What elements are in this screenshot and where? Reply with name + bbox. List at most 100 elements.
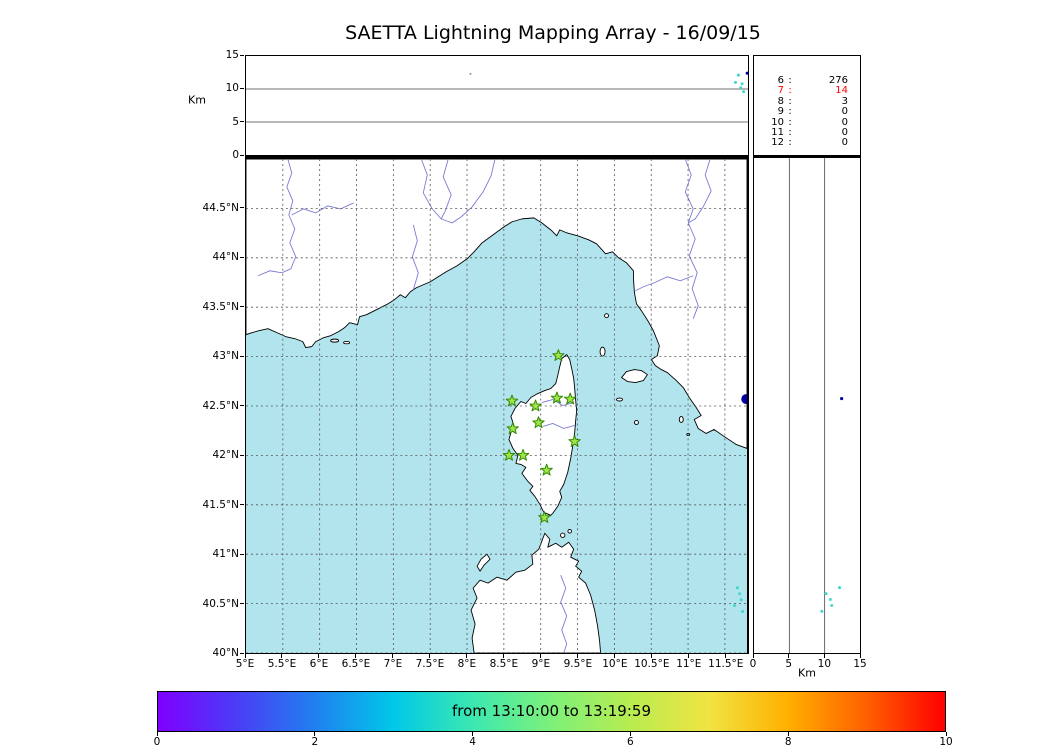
river xyxy=(291,202,354,216)
km-axis-label: Km xyxy=(798,666,816,680)
station-star-marker xyxy=(506,422,519,435)
altitude-latitude-plot xyxy=(788,158,844,653)
lat-tick-label: 44.5°N xyxy=(202,201,239,214)
lat-tick-label: 40°N xyxy=(212,647,239,659)
river xyxy=(635,275,694,292)
lightning-source-dot xyxy=(741,610,745,614)
hyeres-island xyxy=(330,338,340,343)
tick-mark xyxy=(614,654,616,658)
tick-mark xyxy=(240,87,244,89)
source-count-row: 12:0 xyxy=(771,137,848,149)
tick-mark xyxy=(318,654,320,658)
lon-tick-label: 5.5°E xyxy=(267,658,297,670)
time-colorbar: from 13:10:00 to 13:19:59 xyxy=(157,691,946,732)
lightning-source-dot xyxy=(739,86,743,90)
station-star-marker xyxy=(529,399,542,412)
colorbar-tick-label: 8 xyxy=(784,736,792,748)
tick-mark xyxy=(466,654,468,658)
lightning-source-dot xyxy=(735,586,739,590)
station-star-marker xyxy=(563,392,577,405)
colorbar-tick-label: 2 xyxy=(311,736,319,748)
tick-mark xyxy=(503,654,505,658)
tick-mark xyxy=(392,654,394,658)
tick-mark xyxy=(651,654,653,658)
tick-mark xyxy=(240,553,244,555)
altitude-tick-label: 10 xyxy=(225,82,239,95)
lon-tick-label: 8°E xyxy=(457,658,477,670)
tick-mark xyxy=(244,654,246,658)
source-count-row: 9:0 xyxy=(777,106,848,118)
giglio-island xyxy=(678,416,684,423)
altitude-tick-label: 15 xyxy=(225,49,239,61)
lat-tick-label: 42.5°N xyxy=(202,399,239,412)
capraia-island xyxy=(599,346,606,357)
lon-tick-label: 7°E xyxy=(383,658,403,670)
colorbar-tick-label: 10 xyxy=(939,736,953,748)
river xyxy=(441,159,496,224)
tick-mark xyxy=(240,652,244,654)
colorbar-label: from 13:10:00 to 13:19:59 xyxy=(451,702,651,720)
lightning-source-dot xyxy=(745,71,748,75)
tick-mark xyxy=(823,654,825,658)
river xyxy=(560,574,568,653)
stations-layer xyxy=(502,349,581,523)
lat-tick-label: 42°N xyxy=(212,449,239,461)
tick-mark xyxy=(156,732,158,736)
lightning-source-dot xyxy=(840,396,844,401)
station-star-marker xyxy=(502,448,516,461)
tick-mark xyxy=(859,654,861,658)
lat-tick-label: 40.5°N xyxy=(202,597,239,610)
land-group xyxy=(246,159,747,653)
rivers-group xyxy=(257,159,712,653)
lightning-source-dot xyxy=(828,598,832,602)
chart-title: SAETTA Lightning Mapping Array - 16/09/1… xyxy=(345,22,761,44)
tick-mark xyxy=(240,154,244,156)
source-count-row: 10:0 xyxy=(771,116,848,128)
map-panel xyxy=(245,157,749,654)
tick-mark xyxy=(240,504,244,505)
pianosa-island xyxy=(616,397,623,402)
tick-mark xyxy=(240,355,244,357)
lat-tick-label: 43.5°N xyxy=(202,300,239,313)
tick-mark xyxy=(240,256,244,258)
lightning-source-dot xyxy=(738,592,742,596)
tick-mark xyxy=(540,654,542,658)
mainland-coastline xyxy=(246,159,747,449)
lon-tick-label: 10°E xyxy=(602,658,628,670)
tick-mark xyxy=(688,654,690,658)
tick-mark xyxy=(240,306,244,307)
river xyxy=(420,159,442,220)
lightning-source-dot xyxy=(736,73,740,77)
lon-tick-label: 9°E xyxy=(531,658,551,670)
lon-tick-label: 6.5°E xyxy=(341,658,371,670)
lightning-source-dot xyxy=(469,72,472,75)
station-star-marker xyxy=(550,391,564,404)
maddalena-island xyxy=(567,529,572,534)
river xyxy=(541,399,574,406)
lightning-source-dot xyxy=(733,80,737,84)
lightning-sources-layer xyxy=(732,394,747,614)
maddalena-island xyxy=(560,532,566,538)
lat-tick-label: 43°N xyxy=(212,350,239,362)
tick-mark xyxy=(945,732,947,736)
station-star-marker xyxy=(552,349,565,361)
altitude-longitude-plot xyxy=(246,71,748,123)
lightning-source-dot xyxy=(739,598,743,602)
map xyxy=(246,159,747,653)
river xyxy=(440,159,452,220)
tick-mark xyxy=(725,654,727,658)
altitude-tick-label: 0 xyxy=(232,149,239,161)
tick-mark xyxy=(240,54,244,56)
source-count-row: 11:0 xyxy=(771,127,848,139)
lon-tick-label: 9.5°E xyxy=(563,658,593,670)
source-count-row: 7:14 xyxy=(777,85,848,97)
station-star-marker xyxy=(505,394,519,407)
montecristo-island xyxy=(634,420,639,425)
tick-mark xyxy=(472,732,474,736)
source-count-row: 6:276 xyxy=(777,75,848,86)
altitude-axis-label: Km xyxy=(188,93,206,107)
asinara-island xyxy=(476,553,491,572)
tick-mark xyxy=(629,732,631,736)
gorgona-island xyxy=(604,313,610,319)
